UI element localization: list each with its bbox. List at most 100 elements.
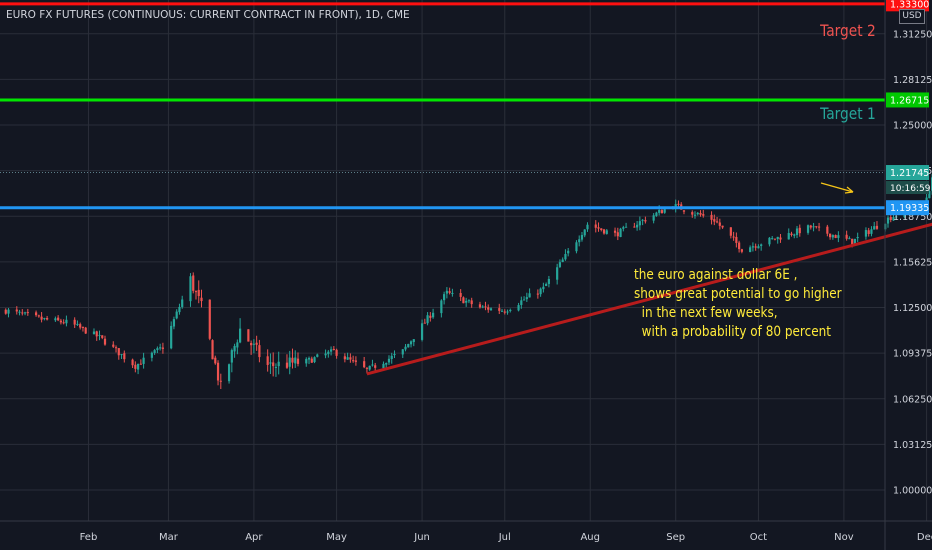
candle-body[interactable] [23,312,27,314]
candle-body[interactable] [851,238,854,245]
candle-body[interactable] [288,357,291,367]
candle-body[interactable] [239,328,242,343]
candle-body[interactable] [21,312,24,314]
candle-body[interactable] [503,311,506,313]
candle-body[interactable] [310,358,313,363]
candle-body[interactable] [834,235,837,239]
candle-body[interactable] [489,308,493,311]
candle-body[interactable] [558,262,562,267]
candle-body[interactable] [655,212,658,216]
candle-body[interactable] [285,362,289,368]
candle-body[interactable] [65,319,68,324]
candle-body[interactable] [236,342,239,348]
candle-body[interactable] [892,217,895,221]
candle-body[interactable] [170,325,173,349]
candle-body[interactable] [561,259,564,263]
candle-body[interactable] [385,362,388,365]
candle-body[interactable] [525,297,528,300]
candle-body[interactable] [247,329,250,342]
candle-body[interactable] [363,361,366,368]
candle-body[interactable] [431,312,435,318]
candle-body[interactable] [307,358,311,360]
candle-body[interactable] [795,228,799,235]
candle-body[interactable] [230,350,233,363]
candle-body[interactable] [189,276,192,302]
candle-body[interactable] [62,322,65,324]
candle-body[interactable] [658,210,661,213]
candle-body[interactable] [873,226,876,230]
candle-body[interactable] [429,315,432,318]
candle-body[interactable] [103,338,107,345]
candle-body[interactable] [305,358,308,364]
candle-body[interactable] [159,347,162,349]
candle-body[interactable] [757,246,760,249]
candle-body[interactable] [150,352,153,358]
candle-body[interactable] [216,362,220,381]
candle-body[interactable] [542,286,545,290]
candle-body[interactable] [459,293,462,297]
candle-body[interactable] [219,380,222,382]
candle-body[interactable] [349,357,352,360]
candle-body[interactable] [7,309,10,314]
candle-body[interactable] [352,360,355,362]
candle-body[interactable] [751,246,755,248]
candle-body[interactable] [92,331,96,335]
candle-body[interactable] [520,300,523,305]
candle-body[interactable] [718,222,721,226]
candle-body[interactable] [597,227,600,229]
candle-body[interactable] [343,356,346,360]
candle-body[interactable] [313,357,316,363]
candle-body[interactable] [15,309,18,312]
candle-body[interactable] [332,348,335,350]
candle-body[interactable] [277,361,280,367]
candle-body[interactable] [335,349,338,356]
candle-body[interactable] [114,347,118,349]
candle-body[interactable] [211,340,214,360]
candle-body[interactable] [848,238,851,240]
candle-body[interactable] [564,254,567,260]
candle-body[interactable] [517,305,520,311]
candle-body[interactable] [699,213,702,215]
candle-body[interactable] [153,350,156,353]
candle-body[interactable] [641,219,644,221]
candle-body[interactable] [567,250,570,254]
candle-body[interactable] [401,349,404,355]
candle-body[interactable] [274,366,278,368]
candle-body[interactable] [875,225,879,229]
candle-body[interactable] [404,346,407,350]
candle-body[interactable] [682,210,686,212]
candle-body[interactable] [735,236,738,243]
candle-body[interactable] [870,229,873,234]
candle-body[interactable] [506,311,509,313]
candle-body[interactable] [710,214,713,220]
candle-body[interactable] [443,294,446,301]
candle-body[interactable] [776,236,779,240]
candle-body[interactable] [37,315,40,317]
candle-body[interactable] [831,235,834,238]
candle-body[interactable] [815,226,818,228]
candle-body[interactable] [886,217,890,224]
candle-body[interactable] [445,290,448,294]
candle-body[interactable] [721,225,724,228]
candle-body[interactable] [677,203,680,205]
candle-body[interactable] [467,300,471,302]
candle-body[interactable] [407,344,410,348]
candle-body[interactable] [793,234,796,236]
candle-body[interactable] [829,233,832,238]
candle-body[interactable] [817,226,821,228]
candle-body[interactable] [837,235,840,238]
candle-body[interactable] [79,324,82,328]
candle-body[interactable] [663,209,666,213]
candle-body[interactable] [864,230,868,237]
candle-body[interactable] [101,335,104,338]
candle-body[interactable] [465,300,468,303]
candle-body[interactable] [586,224,589,230]
price-marker[interactable] [886,165,929,181]
candle-body[interactable] [826,226,829,234]
price-marker[interactable] [886,0,929,12]
candle-body[interactable] [131,359,134,366]
candle-body[interactable] [580,235,584,240]
candle-body[interactable] [691,212,694,215]
candle-body[interactable] [578,239,581,243]
